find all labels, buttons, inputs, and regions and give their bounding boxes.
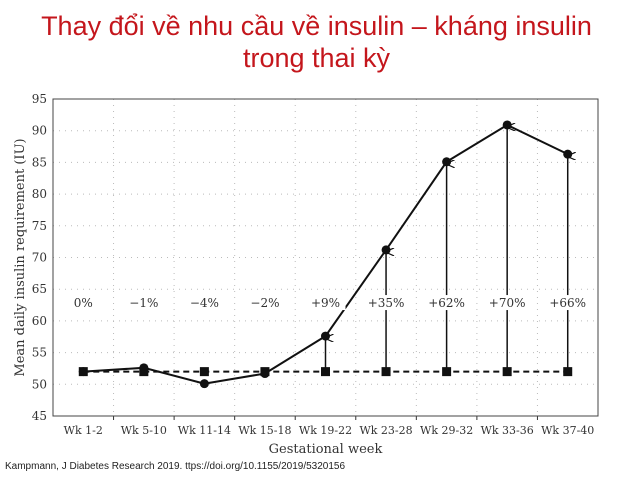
- baseline-marker: [563, 367, 573, 377]
- x-tick-label: Wk 5-10: [121, 424, 167, 437]
- baseline-marker: [321, 367, 330, 377]
- x-tick-label: Wk 23-28: [359, 424, 412, 437]
- insulin-marker: [502, 120, 512, 130]
- x-tick-label: Wk 15-18: [238, 424, 291, 437]
- baseline-marker: [381, 367, 391, 377]
- x-axis-label: Gestational week: [269, 442, 383, 457]
- insulin-marker: [139, 363, 149, 373]
- insulin-marker: [78, 367, 88, 377]
- baseline-marker: [199, 367, 209, 377]
- title-line-1: Thay đổi về nhu cầu về insulin – kháng i…: [41, 11, 592, 41]
- baseline-marker: [502, 367, 512, 377]
- x-tick-label: Wk 11-14: [178, 424, 231, 437]
- insulin-marker: [199, 379, 209, 389]
- y-tick-label: 60: [32, 314, 47, 328]
- insulin-marker: [321, 331, 330, 341]
- percent-change-label: −2%: [250, 296, 279, 310]
- y-tick-label: 95: [32, 92, 47, 106]
- baseline-marker: [442, 367, 452, 377]
- percent-change-label: −1%: [129, 296, 158, 310]
- slide-title: Thay đổi về nhu cầu về insulin – kháng i…: [0, 10, 633, 74]
- y-tick-label: 50: [32, 377, 47, 391]
- annotation-bg: [426, 295, 467, 311]
- annotation-bg: [305, 295, 346, 311]
- y-tick-label: 75: [32, 219, 47, 233]
- annotation-bg: [366, 295, 407, 311]
- annotation-bg: [184, 295, 225, 311]
- x-tick-label: Wk 37-40: [541, 424, 594, 437]
- y-tick-label: 70: [32, 251, 47, 265]
- x-tick-label: Wk 19-22: [299, 424, 352, 437]
- insulin-marker: [442, 157, 452, 167]
- annotation-bg: [123, 295, 164, 311]
- percent-change-label: +66%: [549, 296, 586, 310]
- percent-change-label: 0%: [74, 296, 93, 310]
- y-tick-label: 65: [32, 282, 47, 296]
- title-line-2: trong thai kỳ: [242, 43, 391, 73]
- insulin-marker: [260, 369, 270, 379]
- percent-change-label: +35%: [368, 296, 405, 310]
- y-tick-label: 85: [32, 155, 47, 169]
- percent-change-label: +9%: [311, 296, 340, 310]
- annotation-bg: [63, 295, 104, 311]
- y-axis-label: Mean daily insulin requirement (IU): [13, 138, 28, 376]
- insulin-marker: [381, 245, 391, 255]
- annotation-bg: [547, 295, 588, 311]
- annotation-bg: [244, 295, 285, 311]
- annotation-bg: [487, 295, 528, 311]
- y-tick-label: 90: [32, 124, 47, 138]
- percent-change-label: +62%: [428, 296, 465, 310]
- y-tick-label: 55: [32, 346, 47, 360]
- plot-frame: [52, 98, 599, 417]
- x-tick-label: Wk 1-2: [64, 424, 103, 437]
- x-tick-label: Wk 29-32: [420, 424, 473, 437]
- y-tick-label: 80: [32, 187, 47, 201]
- y-tick-label: 45: [32, 409, 47, 423]
- x-tick-label: Wk 33-36: [481, 424, 534, 437]
- percent-change-label: −4%: [190, 296, 219, 310]
- insulin-marker: [563, 149, 573, 159]
- percent-change-label: +70%: [489, 296, 526, 310]
- source-citation: Kampmann, J Diabetes Research 2019. ttps…: [5, 461, 346, 472]
